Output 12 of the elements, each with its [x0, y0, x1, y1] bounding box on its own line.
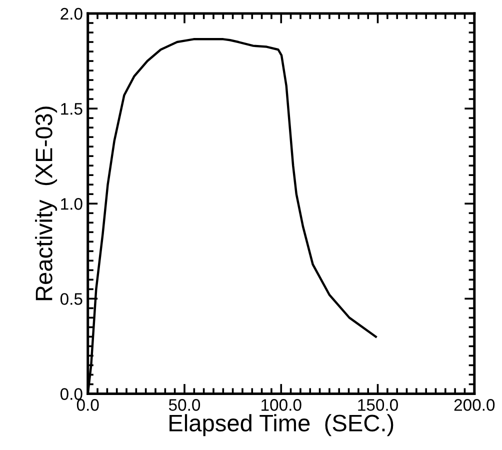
x-axis-title: Elapsed Time (SEC.)	[170, 414, 394, 436]
y-tick-label: 0.0	[60, 388, 82, 400]
y-tick-label: 2.0	[60, 8, 82, 20]
y-tick-label: 1.0	[61, 198, 82, 210]
x-tick-label: 150.0	[358, 399, 398, 411]
x-tick-label: 50.0	[168, 399, 200, 411]
x-tick-label: 100.0	[262, 399, 302, 411]
x-tick-label: 200.0	[454, 399, 495, 411]
y-axis-title: Reactivity (XE-03)	[35, 106, 58, 300]
y-tick-label: 1.5	[61, 103, 82, 115]
x-tick-label: 0.0	[76, 399, 99, 411]
y-tick-label: 0.5	[60, 293, 82, 305]
